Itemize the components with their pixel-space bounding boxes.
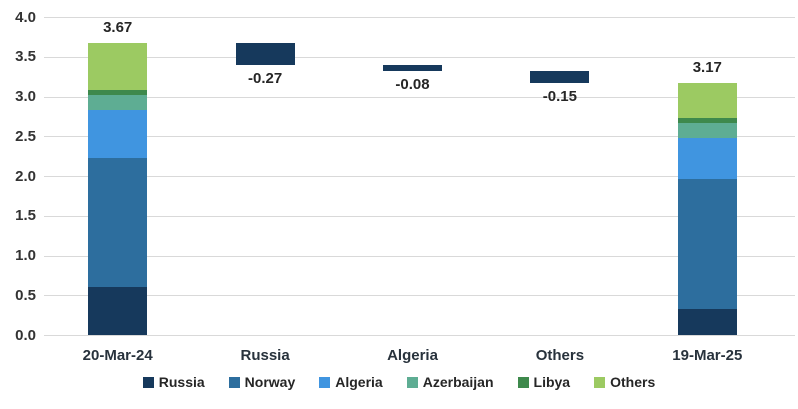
- total-label: 3.17: [692, 58, 722, 76]
- total-label: 3.67: [103, 19, 133, 37]
- legend-swatch-azerbaijan: [406, 376, 418, 388]
- gridline: [44, 215, 795, 217]
- bar-segment-norway: [88, 157, 148, 288]
- legend-item-azerbaijan: Azerbaijan: [406, 374, 494, 390]
- bar-segment-libya: [88, 90, 148, 95]
- y-tick-label: 3.5: [15, 48, 36, 66]
- y-tick-label: 1.0: [15, 247, 36, 264]
- legend-label-libya: Libya: [533, 374, 571, 390]
- legend-swatch-norway: [228, 376, 240, 388]
- x-tick-label-russia: Russia: [240, 347, 290, 364]
- y-tick-label: 2.0: [15, 167, 36, 185]
- change-label: -0.08: [395, 76, 430, 94]
- legend-item-norway: Norway: [228, 374, 296, 390]
- legend-swatch-libya: [517, 376, 529, 388]
- waterfall-bar-algeria: [383, 64, 442, 72]
- legend-label-norway: Norway: [244, 374, 296, 390]
- y-tick-label: 0.5: [15, 286, 36, 304]
- x-tick-label-algeria: Algeria: [387, 347, 438, 364]
- legend-item-algeria: Algeria: [319, 374, 383, 390]
- waterfall-bar-russia: [235, 43, 295, 65]
- y-tick-label: 0.0: [15, 326, 36, 344]
- y-tick-label: 2.5: [15, 127, 36, 145]
- legend-label-algeria: Algeria: [335, 374, 383, 390]
- legend-item-libya: Libya: [517, 374, 571, 390]
- legend-item-others: Others: [594, 374, 655, 390]
- legend-label-azerbaijan: Azerbaijan: [422, 374, 494, 390]
- gridline: [44, 335, 795, 336]
- bar-segment-azerbaijan: [88, 94, 148, 110]
- legend-item-russia: Russia: [142, 374, 205, 390]
- gridline: [44, 96, 795, 98]
- bar-segment-algeria: [88, 110, 148, 158]
- change-label: -0.27: [247, 69, 283, 87]
- x-tick-label-others: Others: [535, 347, 585, 364]
- gridline: [44, 56, 795, 58]
- y-tick-label: 1.5: [15, 207, 36, 225]
- change-label: -0.15: [542, 87, 577, 105]
- x-tick-label-19-mar-25: 19-Mar-25: [672, 347, 743, 364]
- legend-label-others: Others: [610, 374, 656, 390]
- gridline: [44, 17, 795, 18]
- bar-segment-azerbaijan: [677, 122, 737, 138]
- bar-segment-others: [677, 82, 737, 118]
- gridline: [44, 136, 795, 138]
- legend-swatch-russia: [142, 376, 154, 388]
- bar-segment-others: [88, 43, 148, 91]
- bar-segment-russia: [677, 308, 737, 335]
- bar-segment-libya: [677, 117, 737, 123]
- x-tick-label-20-mar-24: 20-Mar-24: [82, 347, 153, 364]
- legend: Russia Norway Algeria Azerbaijan Libya Others: [0, 374, 798, 390]
- legend-swatch-others: [594, 376, 606, 388]
- legend-label-russia: Russia: [158, 374, 205, 390]
- y-tick-label: 4.0: [15, 8, 36, 26]
- bar-segment-norway: [677, 179, 737, 309]
- legend-swatch-algeria: [319, 376, 331, 388]
- gridline: [44, 255, 795, 257]
- gridline: [44, 295, 795, 297]
- bar-segment-algeria: [677, 137, 737, 180]
- bar-segment-russia: [88, 287, 148, 335]
- gridline: [44, 176, 795, 177]
- waterfall-bar-others: [530, 71, 590, 83]
- y-tick-label: 3.0: [15, 88, 36, 105]
